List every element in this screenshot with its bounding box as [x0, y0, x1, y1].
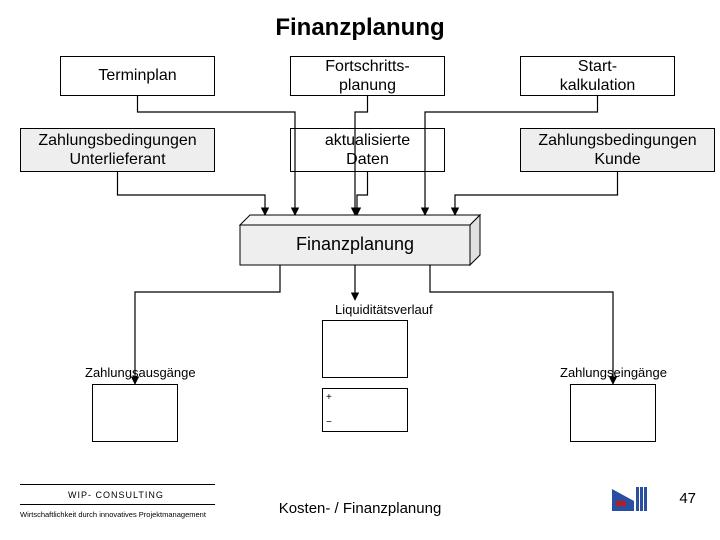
box-zbk-label: ZahlungsbedingungenKunde	[538, 131, 696, 169]
box-fortschrittsplanung-label: Fortschritts-planung	[325, 57, 409, 95]
plus-icon: +	[326, 392, 332, 403]
block-finanzplanung-label: Finanzplanung	[240, 225, 470, 265]
box-terminplan: Terminplan	[60, 56, 215, 96]
footer-line-top	[20, 484, 215, 485]
box-aktualisierte-daten: aktualisierteDaten	[290, 128, 445, 172]
slide-title: Finanzplanung	[0, 14, 720, 42]
logo-icon	[610, 485, 650, 513]
box-akt-label: aktualisierteDaten	[325, 131, 410, 169]
chart-zahlungsausgaenge	[92, 384, 178, 442]
box-fortschrittsplanung: Fortschritts-planung	[290, 56, 445, 96]
footer-brand: WIP- CONSULTING	[68, 490, 164, 500]
box-terminplan-label: Terminplan	[98, 66, 176, 85]
chart-plus-minus: + −	[322, 388, 408, 432]
label-zahlungsausgaenge: Zahlungsausgänge	[85, 365, 196, 380]
chart-liquiditaetsverlauf	[322, 320, 408, 378]
chart-zahlungseingaenge	[570, 384, 656, 442]
box-startkalkulation: Start-kalkulation	[520, 56, 675, 96]
label-zahlungseingaenge: Zahlungseingänge	[560, 365, 667, 380]
label-liquiditaetsverlauf: Liquiditätsverlauf	[335, 302, 433, 317]
box-zahlungsbedingungen-unterlieferant: ZahlungsbedingungenUnterlieferant	[20, 128, 215, 172]
minus-icon: −	[326, 417, 332, 428]
box-zbu-label: ZahlungsbedingungenUnterlieferant	[38, 131, 196, 169]
slide-number: 47	[679, 490, 696, 507]
box-startkalkulation-label: Start-kalkulation	[560, 57, 636, 95]
box-zahlungsbedingungen-kunde: ZahlungsbedingungenKunde	[520, 128, 715, 172]
